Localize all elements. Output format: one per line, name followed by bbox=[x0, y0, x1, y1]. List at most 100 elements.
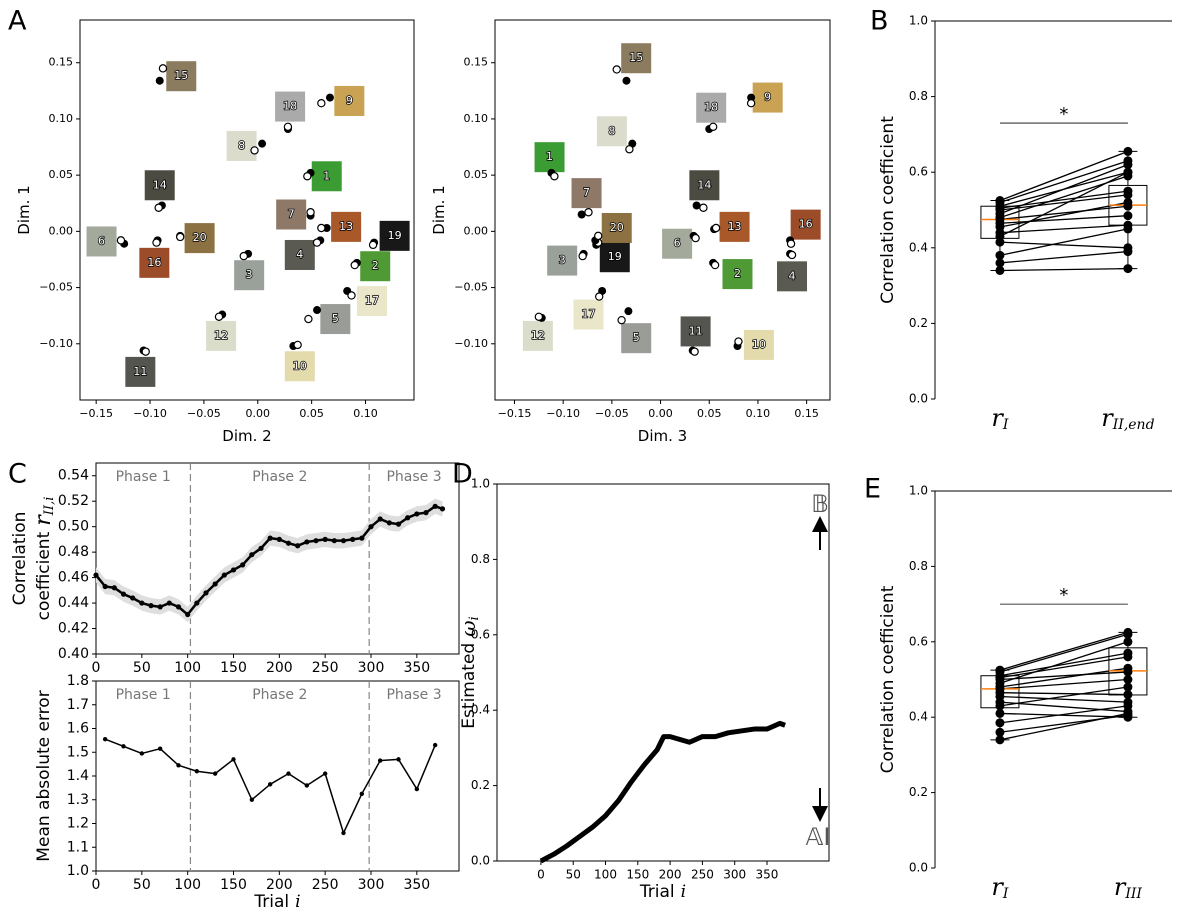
pair-line bbox=[999, 701, 1128, 713]
x-tick-label: 0 bbox=[92, 877, 101, 893]
texture-label: 20 bbox=[610, 221, 624, 234]
x-axis-label-text: Dim. 3 bbox=[638, 427, 687, 445]
x-tick-label: 50 bbox=[133, 877, 151, 893]
x-tick-label: 0.15 bbox=[794, 407, 819, 420]
texture-label: 16 bbox=[799, 218, 813, 231]
data-point bbox=[313, 538, 319, 544]
x-category-label: rII,end bbox=[1101, 404, 1154, 434]
filled-point bbox=[258, 139, 267, 148]
panel-letter: C bbox=[8, 459, 27, 490]
texture-label: 6 bbox=[674, 237, 681, 250]
texture-thumbnail bbox=[743, 329, 774, 360]
data-point bbox=[249, 797, 255, 802]
texture-thumbnail bbox=[722, 259, 753, 290]
data-point bbox=[304, 783, 310, 788]
subject-point bbox=[995, 735, 1005, 745]
data-point bbox=[350, 536, 356, 543]
x-tick-label: 0.10 bbox=[353, 407, 378, 420]
texture-thumbnail bbox=[680, 316, 711, 347]
x-tick-label: −0.10 bbox=[133, 407, 167, 420]
x-tick-label: 200 bbox=[266, 660, 293, 676]
panel-letter: D bbox=[452, 459, 473, 490]
x-tick-label: 150 bbox=[626, 868, 649, 882]
y-axis-label-symbol: ω bbox=[456, 620, 480, 636]
data-point bbox=[396, 757, 401, 762]
x-tick-label: 250 bbox=[312, 660, 339, 676]
texture-thumbnail bbox=[184, 223, 215, 254]
pair-line bbox=[999, 633, 1129, 673]
y-tick-label: 0.2 bbox=[909, 316, 928, 330]
texture-thumbnail bbox=[276, 199, 307, 230]
data-point bbox=[148, 603, 154, 609]
texture-label: 14 bbox=[153, 178, 167, 191]
texture-label: 15 bbox=[174, 69, 188, 82]
pair-line bbox=[999, 671, 1128, 681]
y-tick-label: 0.0 bbox=[909, 392, 928, 406]
y-tick-label: 0.40 bbox=[58, 646, 89, 662]
x-tick-label: 0.00 bbox=[648, 407, 673, 420]
data-point bbox=[377, 758, 383, 763]
open-point bbox=[617, 315, 626, 325]
phase-label: Phase 2 bbox=[252, 687, 307, 703]
x-tick-label: 0 bbox=[92, 660, 101, 676]
open-point bbox=[584, 208, 593, 217]
panel-letter: A bbox=[8, 6, 27, 37]
pair-line bbox=[999, 201, 1129, 228]
data-line bbox=[539, 720, 786, 864]
x-category-label: rI bbox=[991, 873, 1008, 903]
data-point bbox=[176, 763, 181, 768]
data-point bbox=[258, 545, 264, 551]
open-point bbox=[534, 312, 544, 322]
data-point bbox=[267, 782, 273, 787]
filled-point bbox=[313, 306, 322, 315]
x-tick-label: −0.15 bbox=[79, 407, 113, 420]
texture-label: 10 bbox=[293, 359, 307, 372]
open-point bbox=[691, 233, 700, 243]
open-point bbox=[625, 145, 634, 154]
data-point bbox=[359, 791, 365, 797]
texture-thumbnail bbox=[601, 212, 632, 243]
data-point bbox=[322, 771, 328, 776]
subject-point bbox=[1123, 197, 1133, 207]
x-category-label: rIII bbox=[1114, 873, 1143, 903]
data-point bbox=[432, 742, 438, 748]
y-tick-label: 0.15 bbox=[49, 56, 74, 69]
x-tick-label: 100 bbox=[174, 877, 201, 893]
texture-label: 10 bbox=[752, 338, 766, 351]
open-point bbox=[317, 98, 326, 108]
texture-thumbnail bbox=[320, 304, 351, 335]
texture-label: 17 bbox=[581, 308, 595, 321]
y-axis-label-text: Estimated bbox=[459, 643, 479, 729]
axes-frame bbox=[95, 680, 460, 872]
open-point bbox=[312, 238, 322, 247]
data-point bbox=[285, 540, 292, 546]
data-point bbox=[340, 538, 347, 544]
y-tick-label: 0.2 bbox=[909, 785, 928, 799]
y-tick-label: 1.0 bbox=[909, 484, 928, 498]
data-point bbox=[212, 771, 218, 776]
y-tick-label: 0.54 bbox=[58, 468, 89, 484]
y-tick-label: 0.44 bbox=[58, 595, 89, 611]
y-tick-label: −0.05 bbox=[454, 281, 488, 294]
x-tick-label: 250 bbox=[312, 877, 339, 893]
subject-point bbox=[1123, 190, 1133, 200]
filled-point bbox=[155, 76, 164, 85]
texture-label: 13 bbox=[728, 220, 742, 233]
pair-line bbox=[999, 692, 1128, 696]
texture-thumbnail bbox=[144, 170, 175, 201]
data-point bbox=[414, 511, 420, 517]
significance-label: * bbox=[1059, 104, 1068, 125]
x-tick-label: 150 bbox=[220, 660, 247, 676]
x-tick-label: 50 bbox=[566, 868, 581, 882]
y-axis-label: Correlation coefficient bbox=[878, 585, 898, 773]
y-axis-label: Dim. 1 bbox=[430, 185, 448, 234]
open-point bbox=[734, 337, 743, 346]
texture-thumbnail bbox=[752, 82, 783, 113]
data-point bbox=[377, 516, 383, 522]
subject-point bbox=[1123, 247, 1133, 257]
y-tick-label: 0.4 bbox=[909, 240, 928, 254]
y-tick-label: 0.0 bbox=[471, 854, 490, 868]
data-point bbox=[276, 536, 282, 543]
subject-point bbox=[995, 727, 1005, 737]
subject-point bbox=[1123, 663, 1133, 673]
